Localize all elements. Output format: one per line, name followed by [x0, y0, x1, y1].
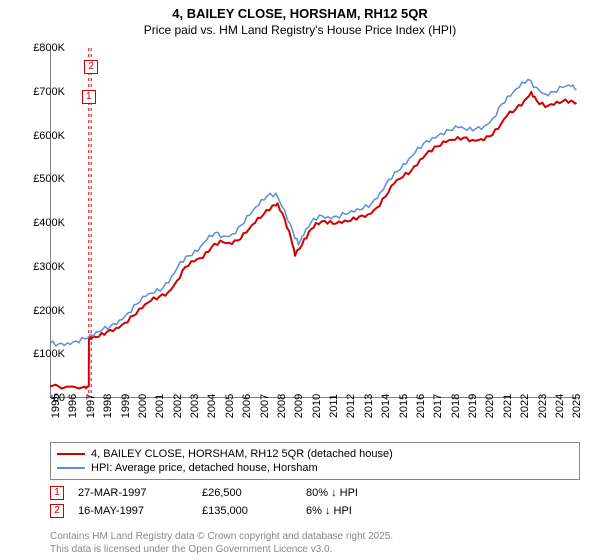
x-tick-label: 2003	[189, 394, 201, 418]
y-tick-label: £100K	[33, 348, 65, 360]
footer-line: Contains HM Land Registry data © Crown c…	[50, 531, 580, 544]
y-tick-label: £400K	[33, 217, 65, 229]
tx-date: 27-MAR-1997	[78, 487, 188, 499]
y-tick-label: £600K	[33, 130, 65, 142]
x-tick-label: 2017	[432, 394, 444, 418]
x-tick-label: 2016	[415, 394, 427, 418]
x-tick-label: 1998	[102, 394, 114, 418]
legend-swatch	[57, 467, 85, 469]
x-tick-label: 2022	[519, 394, 531, 418]
x-tick-label: 2019	[467, 394, 479, 418]
chart-area	[50, 48, 580, 398]
transaction-table: 1 27-MAR-1997 £26,500 80% ↓ HPI 2 16-MAY…	[50, 484, 580, 520]
y-tick-label: £200K	[33, 305, 65, 317]
x-tick-label: 2010	[311, 394, 323, 418]
title-address: 4, BAILEY CLOSE, HORSHAM, RH12 5QR	[0, 6, 600, 23]
x-tick-label: 2018	[450, 394, 462, 418]
y-tick-label: £500K	[33, 173, 65, 185]
x-tick-label: 2002	[172, 394, 184, 418]
legend-label: 4, BAILEY CLOSE, HORSHAM, RH12 5QR (deta…	[91, 448, 393, 460]
x-tick-label: 2021	[502, 394, 514, 418]
x-tick-label: 2000	[137, 394, 149, 418]
x-tick-label: 2008	[276, 394, 288, 418]
x-tick-label: 2009	[293, 394, 305, 418]
x-tick-label: 2004	[206, 394, 218, 418]
legend-label: HPI: Average price, detached house, Hors…	[91, 462, 318, 474]
marker-ref: 2	[50, 504, 64, 518]
x-tick-label: 2023	[537, 394, 549, 418]
x-tick-label: 2014	[380, 394, 392, 418]
tx-price: £135,000	[202, 505, 292, 517]
legend-swatch	[57, 453, 85, 455]
title-block: 4, BAILEY CLOSE, HORSHAM, RH12 5QR Price…	[0, 0, 600, 38]
y-tick-label: £700K	[33, 86, 65, 98]
x-tick-label: 2006	[241, 394, 253, 418]
x-tick-label: 2011	[328, 394, 340, 418]
marker-ref: 1	[50, 486, 64, 500]
y-tick-label: £800K	[33, 42, 65, 54]
legend-row: HPI: Average price, detached house, Hors…	[57, 461, 573, 475]
x-tick-label: 2015	[398, 394, 410, 418]
legend-row: 4, BAILEY CLOSE, HORSHAM, RH12 5QR (deta…	[57, 447, 573, 461]
tx-price: £26,500	[202, 487, 292, 499]
tx-delta: 6% ↓ HPI	[306, 505, 396, 517]
footer-attribution: Contains HM Land Registry data © Crown c…	[50, 531, 580, 556]
tx-date: 16-MAY-1997	[78, 505, 188, 517]
table-row: 2 16-MAY-1997 £135,000 6% ↓ HPI	[50, 502, 580, 520]
legend-panel: 4, BAILEY CLOSE, HORSHAM, RH12 5QR (deta…	[50, 442, 580, 480]
chart-svg	[50, 48, 580, 398]
x-tick-label: 2001	[154, 394, 166, 418]
x-tick-label: 2020	[484, 394, 496, 418]
x-tick-label: 1997	[85, 394, 97, 418]
tx-delta: 80% ↓ HPI	[306, 487, 396, 499]
chart-marker: 1	[82, 90, 96, 104]
title-subtitle: Price paid vs. HM Land Registry's House …	[0, 23, 600, 39]
x-tick-label: 1995	[50, 394, 62, 418]
x-tick-label: 1999	[120, 394, 132, 418]
x-tick-label: 1996	[67, 394, 79, 418]
x-tick-label: 2025	[571, 394, 583, 418]
x-tick-label: 2024	[554, 394, 566, 418]
y-tick-label: £300K	[33, 261, 65, 273]
x-tick-label: 2005	[224, 394, 236, 418]
chart-marker: 2	[84, 60, 98, 74]
chart-container: 4, BAILEY CLOSE, HORSHAM, RH12 5QR Price…	[0, 0, 600, 560]
x-tick-label: 2007	[259, 394, 271, 418]
table-row: 1 27-MAR-1997 £26,500 80% ↓ HPI	[50, 484, 580, 502]
footer-line: This data is licensed under the Open Gov…	[50, 544, 580, 557]
x-tick-label: 2013	[363, 394, 375, 418]
x-tick-label: 2012	[345, 394, 357, 418]
